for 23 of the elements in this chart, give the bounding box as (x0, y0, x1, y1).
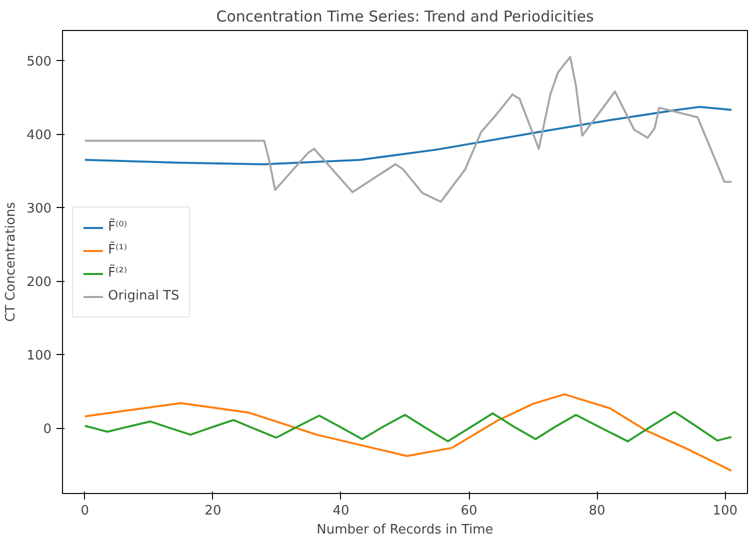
x-tick-label: 40 (332, 504, 350, 518)
line-series (84, 106, 732, 166)
chart-title: Concentration Time Series: Trend and Periodicities (216, 8, 594, 26)
line-series (84, 393, 732, 472)
y-tick-label: 500 (26, 54, 52, 70)
legend-label: Original TS (108, 288, 180, 304)
y-tick-label: 200 (26, 275, 52, 290)
y-tick-label: 100 (26, 348, 52, 364)
x-tick-label: 100 (712, 504, 738, 518)
y-tick-label: 300 (26, 202, 52, 217)
legend-label: F̃⁽²⁾ (108, 266, 128, 280)
x-tick-label: 0 (80, 504, 90, 518)
x-axis-title: Number of Records in Time (316, 522, 494, 538)
y-axis-title: CT Concentrations (4, 202, 19, 322)
x-tick-label: 60 (460, 504, 478, 518)
y-tick-label: 400 (26, 128, 52, 144)
x-tick-label: 20 (204, 504, 222, 518)
line-series (84, 410, 732, 442)
line-series (84, 56, 732, 203)
legend-label: F̃⁽⁰⁾ (108, 220, 128, 234)
legend-label: F̃⁽¹⁾ (108, 242, 128, 258)
y-tick-label: 0 (43, 422, 52, 438)
x-tick-label: 80 (588, 504, 606, 518)
